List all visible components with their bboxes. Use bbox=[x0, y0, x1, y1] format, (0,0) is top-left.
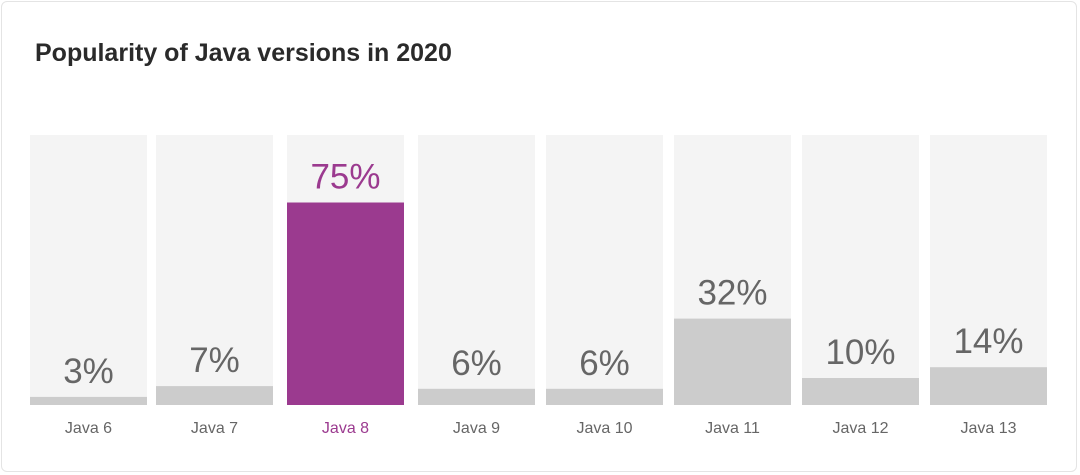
bar bbox=[674, 318, 791, 405]
chart-title: Popularity of Java versions in 2020 bbox=[35, 39, 452, 67]
bar-track bbox=[930, 135, 1047, 405]
value-label: 6% bbox=[579, 344, 630, 383]
bar-track bbox=[802, 135, 919, 405]
value-label: 10% bbox=[825, 333, 895, 372]
category-label: Java 7 bbox=[191, 420, 238, 437]
category-label: Java 11 bbox=[705, 420, 760, 437]
category-label: Java 12 bbox=[832, 420, 888, 437]
bar bbox=[546, 388, 663, 405]
value-label: 32% bbox=[697, 274, 767, 313]
bar-track bbox=[546, 135, 663, 405]
bar bbox=[287, 202, 404, 405]
bar-track bbox=[30, 135, 147, 405]
value-label: 14% bbox=[953, 322, 1023, 361]
bar bbox=[418, 388, 535, 405]
category-label: Java 8 bbox=[322, 420, 369, 437]
value-label: 75% bbox=[310, 158, 380, 197]
bar bbox=[30, 396, 147, 405]
bar bbox=[930, 367, 1047, 405]
bar bbox=[802, 378, 919, 405]
category-label: Java 10 bbox=[576, 420, 632, 437]
value-label: 3% bbox=[63, 352, 114, 391]
value-label: 7% bbox=[189, 341, 240, 380]
category-label: Java 6 bbox=[65, 420, 112, 437]
bar bbox=[156, 386, 273, 405]
value-label: 6% bbox=[451, 344, 502, 383]
bar-track bbox=[156, 135, 273, 405]
category-label: Java 9 bbox=[453, 420, 500, 437]
bar-track bbox=[418, 135, 535, 405]
category-label: Java 13 bbox=[960, 420, 1016, 437]
